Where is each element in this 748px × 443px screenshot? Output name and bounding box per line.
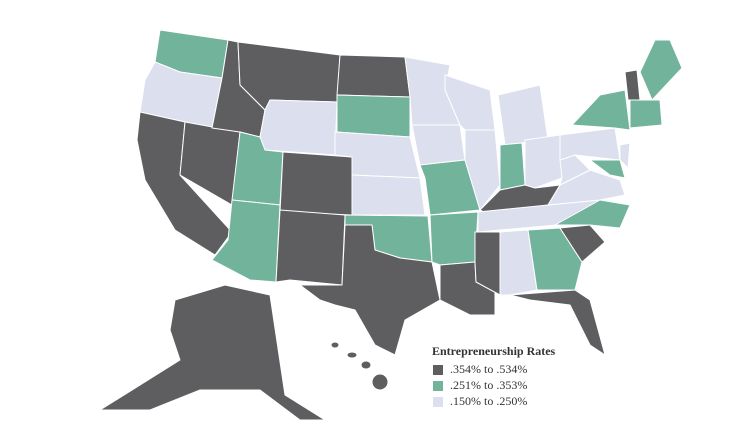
legend-label: .251% to .353% (450, 378, 527, 392)
state (624, 69, 641, 101)
state (499, 142, 526, 191)
state (346, 351, 358, 359)
state (336, 54, 411, 98)
state (299, 224, 441, 356)
state (360, 360, 372, 370)
state (464, 129, 501, 211)
state (589, 159, 626, 179)
legend-swatch (433, 397, 443, 407)
state (499, 229, 538, 296)
state (429, 211, 479, 266)
state (559, 127, 621, 161)
legend-title: Entrepreneurship Rates (432, 344, 556, 358)
state (619, 142, 631, 169)
state (524, 134, 563, 189)
state (411, 124, 466, 166)
state (571, 89, 631, 131)
state (554, 199, 631, 229)
state (279, 151, 353, 216)
legend-swatch (433, 381, 443, 391)
state (275, 209, 346, 286)
states (99, 29, 683, 421)
legend: .354% to .534% .251% to .353% .150% to .25… (433, 362, 527, 408)
state (330, 341, 340, 349)
state (371, 373, 389, 391)
state (351, 174, 426, 216)
state (336, 94, 411, 138)
state (497, 84, 549, 146)
legend-swatch (433, 365, 443, 375)
state (419, 159, 481, 216)
state (629, 99, 663, 129)
legend-label: .354% to .534% (450, 362, 527, 376)
state (639, 39, 683, 101)
state (259, 99, 338, 156)
state (474, 231, 501, 296)
state (559, 224, 606, 263)
state (211, 199, 281, 283)
state (527, 227, 583, 291)
state (509, 289, 606, 356)
legend-label: .150% to .250% (450, 394, 527, 408)
state (99, 284, 326, 421)
